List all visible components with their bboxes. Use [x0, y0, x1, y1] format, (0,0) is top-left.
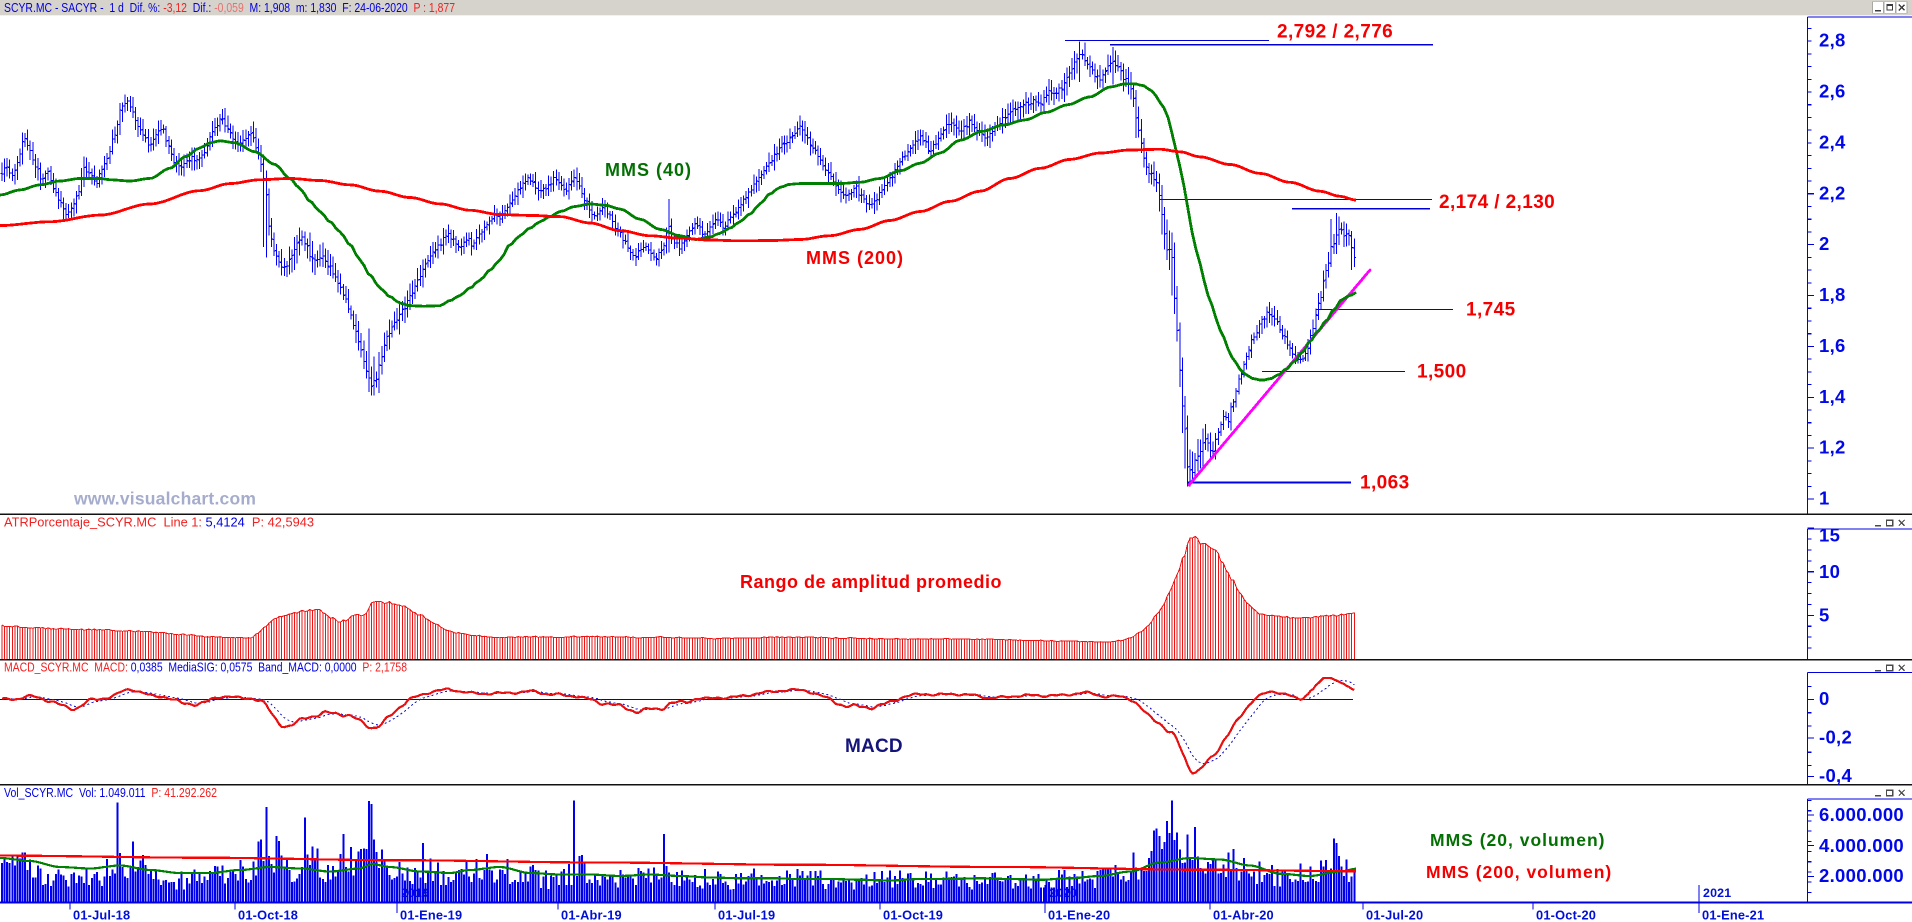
svg-text:10: 10 [1819, 561, 1840, 582]
svg-text:MACD: MACD [845, 736, 903, 757]
svg-text:MMS (20, volumen): MMS (20, volumen) [1430, 830, 1606, 850]
svg-text:01-Ene-19: 01-Ene-19 [400, 908, 462, 922]
svg-text:1,063: 1,063 [1360, 473, 1410, 494]
svg-text:1,4: 1,4 [1819, 386, 1846, 407]
svg-text:01-Jul-20: 01-Jul-20 [1366, 908, 1423, 922]
svg-text:0: 0 [1819, 688, 1830, 709]
svg-text:2,792 / 2,776: 2,792 / 2,776 [1277, 22, 1393, 43]
svg-text:01-Jul-18: 01-Jul-18 [73, 908, 130, 922]
svg-text:MACD_SCYR.MC MACD: 0,0385 Me: MACD_SCYR.MC MACD: 0,0385 MediaSIG: 0,05… [4, 661, 407, 675]
svg-text:2: 2 [1819, 233, 1830, 254]
svg-text:MMS (200): MMS (200) [806, 248, 904, 268]
svg-text:2,8: 2,8 [1819, 30, 1846, 51]
svg-text:2,174 / 2,130: 2,174 / 2,130 [1439, 192, 1555, 213]
svg-text:2,2: 2,2 [1819, 182, 1846, 203]
svg-text:1,745: 1,745 [1466, 300, 1516, 321]
svg-text:01-Ene-20: 01-Ene-20 [1048, 908, 1110, 922]
svg-text:15: 15 [1819, 525, 1840, 546]
svg-text:-0,4: -0,4 [1819, 765, 1852, 786]
svg-text:2.000.000: 2.000.000 [1819, 865, 1904, 886]
svg-text:Vol_SCYR.MC Vol: 1.049.011 P: Vol_SCYR.MC Vol: 1.049.011 P: 41.292.262 [4, 786, 217, 800]
svg-text:www.visualchart.com: www.visualchart.com [73, 489, 256, 509]
svg-text:5: 5 [1819, 604, 1830, 625]
svg-text:1,6: 1,6 [1819, 335, 1846, 356]
svg-text:6.000.000: 6.000.000 [1819, 804, 1904, 825]
svg-text:01-Oct-19: 01-Oct-19 [883, 908, 943, 922]
svg-text:Rango de amplitud promedio: Rango de amplitud promedio [740, 572, 1002, 592]
svg-text:SCYR.MC - SACYR - 1 d Dif. %: SCYR.MC - SACYR - 1 d Dif. %: -3,12 Dif.… [4, 1, 455, 15]
svg-text:1: 1 [1819, 488, 1830, 509]
svg-text:MMS (40): MMS (40) [605, 160, 692, 180]
svg-text:-0,2: -0,2 [1819, 727, 1852, 748]
svg-text:01-Abr-19: 01-Abr-19 [561, 908, 622, 922]
svg-text:2021: 2021 [1703, 886, 1731, 900]
svg-text:4.000.000: 4.000.000 [1819, 835, 1904, 856]
svg-text:01-Ene-21: 01-Ene-21 [1702, 908, 1764, 922]
svg-text:01-Jul-19: 01-Jul-19 [718, 908, 775, 922]
svg-text:2,4: 2,4 [1819, 132, 1846, 153]
svg-text:01-Abr-20: 01-Abr-20 [1213, 908, 1274, 922]
svg-text:01-Oct-18: 01-Oct-18 [238, 908, 298, 922]
svg-text:1,2: 1,2 [1819, 437, 1846, 458]
svg-text:MMS (200, volumen): MMS (200, volumen) [1426, 862, 1612, 882]
svg-text:2,6: 2,6 [1819, 81, 1846, 102]
svg-text:1,8: 1,8 [1819, 284, 1846, 305]
svg-text:1,500: 1,500 [1417, 362, 1467, 383]
svg-text:01-Oct-20: 01-Oct-20 [1536, 908, 1596, 922]
svg-text:ATRPorcentaje_SCYR.MC Line 1:: ATRPorcentaje_SCYR.MC Line 1: 5,4124 P: … [4, 516, 314, 530]
